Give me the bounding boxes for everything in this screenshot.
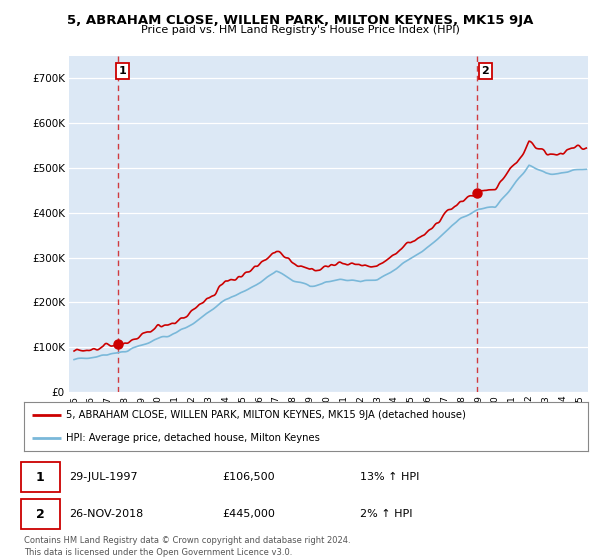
Text: 1: 1 <box>119 66 127 76</box>
Text: 2: 2 <box>36 507 44 521</box>
Text: 2% ↑ HPI: 2% ↑ HPI <box>360 509 413 519</box>
Text: £106,500: £106,500 <box>222 472 275 482</box>
Text: 13% ↑ HPI: 13% ↑ HPI <box>360 472 419 482</box>
Text: 5, ABRAHAM CLOSE, WILLEN PARK, MILTON KEYNES, MK15 9JA (detached house): 5, ABRAHAM CLOSE, WILLEN PARK, MILTON KE… <box>66 410 466 421</box>
Text: 2: 2 <box>481 66 489 76</box>
Text: HPI: Average price, detached house, Milton Keynes: HPI: Average price, detached house, Milt… <box>66 433 320 444</box>
Text: 29-JUL-1997: 29-JUL-1997 <box>69 472 137 482</box>
Text: £445,000: £445,000 <box>222 509 275 519</box>
Text: Price paid vs. HM Land Registry's House Price Index (HPI): Price paid vs. HM Land Registry's House … <box>140 25 460 35</box>
Text: Contains HM Land Registry data © Crown copyright and database right 2024.
This d: Contains HM Land Registry data © Crown c… <box>24 536 350 557</box>
Text: 26-NOV-2018: 26-NOV-2018 <box>69 509 143 519</box>
Text: 5, ABRAHAM CLOSE, WILLEN PARK, MILTON KEYNES, MK15 9JA: 5, ABRAHAM CLOSE, WILLEN PARK, MILTON KE… <box>67 14 533 27</box>
Text: 1: 1 <box>36 470 44 484</box>
